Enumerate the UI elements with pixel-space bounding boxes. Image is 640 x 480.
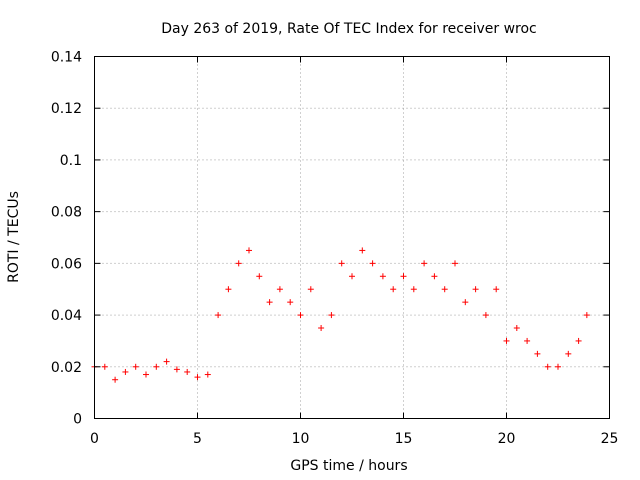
y-axis-title: ROTI / TECUs <box>6 191 22 283</box>
data-point <box>246 247 252 254</box>
y-tick-label: 0.02 <box>51 360 82 376</box>
data-point <box>369 260 376 267</box>
data-point <box>184 368 191 375</box>
y-tick-label: 0.08 <box>51 205 82 221</box>
data-point <box>472 286 479 293</box>
y-tick-label: 0.04 <box>51 308 82 324</box>
data-point <box>307 286 314 293</box>
data-point <box>215 312 222 319</box>
data-point <box>493 286 500 293</box>
data-point <box>503 337 510 344</box>
data-point <box>163 358 170 365</box>
data-points <box>91 247 590 383</box>
data-point <box>101 363 108 370</box>
data-point <box>266 299 273 306</box>
data-point <box>173 366 180 373</box>
data-point <box>513 325 520 331</box>
data-point <box>431 273 438 280</box>
data-point <box>575 337 582 344</box>
y-tick-labels: 0 0.02 0.04 0.06 0.08 0.1 0.12 0.14 <box>51 50 82 428</box>
x-tick-label: 25 <box>601 431 619 447</box>
data-point <box>524 337 531 344</box>
x-tick-label: 20 <box>498 431 516 447</box>
data-point <box>287 299 294 306</box>
y-tick-label: 0.12 <box>51 101 82 117</box>
data-point <box>452 260 458 267</box>
y-tick-label: 0.06 <box>51 256 82 272</box>
data-point <box>204 371 211 378</box>
x-axis-title: GPS time / hours <box>290 458 407 474</box>
ticks <box>94 56 610 419</box>
data-point <box>379 273 386 280</box>
data-point <box>256 273 263 280</box>
x-tick-label: 15 <box>395 431 413 447</box>
data-point <box>318 325 325 331</box>
data-point <box>359 247 366 254</box>
plot-frame <box>94 56 610 419</box>
data-point <box>122 368 129 375</box>
data-point <box>153 363 160 370</box>
y-tick-label: 0.1 <box>60 153 82 169</box>
data-point <box>544 363 551 370</box>
y-tick-label: 0 <box>73 412 82 428</box>
data-point <box>276 286 283 293</box>
data-point <box>421 260 428 267</box>
data-point <box>482 312 489 319</box>
data-point <box>565 350 572 357</box>
data-point <box>534 350 541 357</box>
data-point <box>410 286 417 293</box>
chart-title: Day 263 of 2019, Rate Of TEC Index for r… <box>161 21 537 37</box>
data-point <box>349 273 355 280</box>
data-point <box>462 299 469 306</box>
data-point <box>441 286 448 293</box>
y-tick-label: 0.14 <box>51 50 82 66</box>
data-point <box>328 312 335 319</box>
data-point <box>338 260 345 267</box>
grid <box>94 56 610 419</box>
data-point <box>297 312 304 319</box>
data-point <box>225 286 232 293</box>
data-point <box>390 286 397 293</box>
data-point <box>583 312 590 319</box>
data-point <box>400 273 407 280</box>
data-point <box>112 376 119 383</box>
x-tick-labels: 0 5 10 15 20 25 <box>90 431 618 447</box>
data-point <box>143 371 149 378</box>
x-tick-label: 0 <box>90 431 99 447</box>
data-point <box>555 363 561 370</box>
x-tick-label: 5 <box>193 431 202 447</box>
data-point <box>194 374 201 381</box>
x-tick-label: 10 <box>292 431 310 447</box>
data-point <box>132 363 139 370</box>
data-point <box>235 260 242 267</box>
